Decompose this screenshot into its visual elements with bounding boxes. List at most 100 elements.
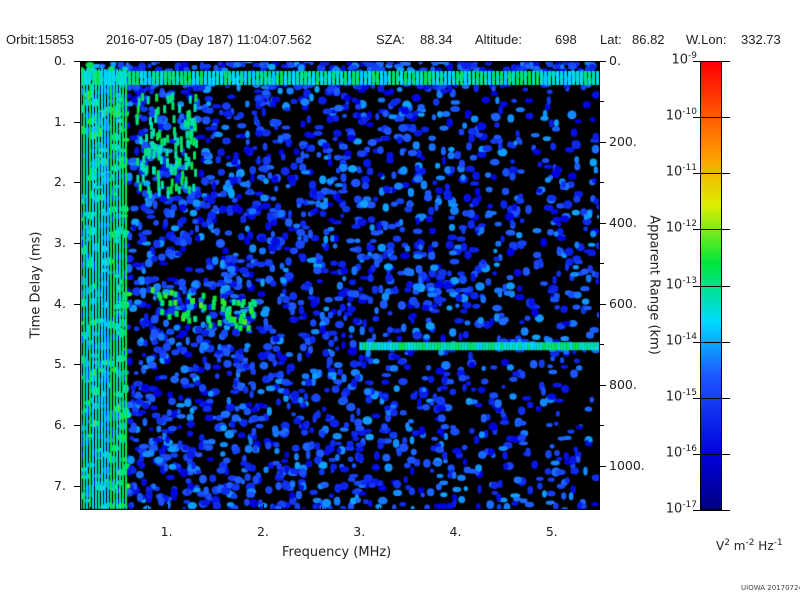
colorbar-tick: [693, 341, 730, 343]
x-minor-tick: [340, 507, 341, 510]
x-minor-tick: [147, 507, 149, 510]
x-minor-tick: [243, 507, 245, 510]
altitude-label: Altitude:: [475, 32, 522, 47]
x-minor-tick: [436, 507, 438, 510]
footer-credit: UIOWA 20170724: [741, 584, 800, 592]
sza-value: 88.34: [420, 32, 453, 47]
tick-base: 10: [665, 501, 683, 517]
x-minor-tick: [359, 507, 361, 510]
tick-base: 10: [665, 108, 683, 124]
x-minor-tick: [224, 507, 226, 510]
colorbar-tick: [693, 61, 730, 62]
y-tick: [74, 364, 80, 366]
x-minor-tick: [378, 507, 380, 510]
y-tick-label: 4.: [54, 295, 66, 311]
x-minor-tick: [494, 507, 496, 510]
x-minor-tick: [301, 507, 303, 510]
colorbar-tick-label: 10-14: [666, 332, 697, 348]
y-axis-label: Time Delay (ms): [28, 231, 44, 339]
colorbar-units: V2 m-2 Hz-1: [716, 538, 783, 553]
x-minor-tick: [590, 507, 592, 510]
y-tick: [74, 243, 80, 245]
y2-tick-label: 200.: [609, 133, 637, 149]
sza-label: SZA:: [376, 32, 405, 47]
y-tick-label: 6.: [54, 417, 66, 433]
y2-axis-label: Apparent Range (km): [646, 215, 662, 355]
x-tick-label: 1.: [160, 524, 173, 539]
x-minor-tick: [89, 507, 91, 510]
colorbar-tick: [693, 173, 730, 175]
y2-tick-label: 0.: [609, 53, 621, 68]
colorbar-tick-label: 10-12: [666, 219, 697, 235]
tick-exp: -13: [682, 275, 697, 286]
y-tick-label: 7.: [54, 477, 66, 493]
y-tick: [74, 425, 80, 427]
colorbar-tick: [693, 510, 730, 511]
colorbar-tick: [693, 117, 730, 119]
tick-exp: -11: [682, 163, 697, 174]
tick-base: 10: [665, 389, 683, 405]
orbit-label: Orbit:15853: [6, 32, 74, 47]
y-tick-label: 0.: [54, 53, 66, 68]
tick-exp: -15: [682, 387, 697, 398]
colorbar-tick-label: 10-17: [666, 500, 697, 516]
y2-tick: [600, 61, 606, 62]
x-minor-tick: [417, 507, 419, 510]
spectrogram-heatmap: [80, 61, 600, 510]
y-tick: [74, 121, 80, 123]
x-minor-tick: [166, 507, 168, 510]
y-tick: [74, 61, 80, 62]
y-tick-label: 5.: [54, 356, 66, 372]
y-tick-label: 1.: [54, 113, 66, 129]
x-minor-tick: [185, 507, 187, 510]
tick-base: 10: [671, 52, 689, 68]
x-minor-tick: [108, 507, 110, 510]
tick-base: 10: [665, 332, 683, 348]
x-tick-label: 5.: [545, 524, 558, 539]
x-minor-tick: [551, 507, 553, 510]
tick-base: 10: [665, 445, 683, 461]
x-minor-tick: [571, 507, 573, 510]
y2-tick: [600, 222, 606, 224]
colorbar-tick-label: 10-16: [666, 444, 697, 460]
y2-minor-tick: [600, 425, 604, 427]
y2-tick: [600, 384, 606, 386]
y-tick-label: 2.: [54, 174, 66, 190]
y-tick: [74, 303, 80, 305]
x-tick-label: 2.: [256, 524, 269, 539]
x-minor-tick: [205, 507, 207, 510]
tick-base: 10: [665, 164, 683, 180]
x-minor-tick: [262, 507, 264, 510]
x-tick-label: 3.: [353, 524, 366, 539]
tick-exp: -16: [682, 443, 697, 454]
colorbar-tick-label: 10-13: [666, 276, 697, 292]
y2-tick-label: 600.: [609, 295, 637, 311]
wlon-value: 332.73: [741, 32, 781, 47]
y2-minor-tick: [600, 344, 604, 346]
x-axis-label: Frequency (MHz): [282, 545, 392, 560]
y2-minor-tick: [600, 263, 604, 265]
lat-value: 86.82: [632, 32, 665, 47]
y2-tick-label: 800.: [609, 376, 637, 392]
colorbar-tick: [693, 397, 730, 399]
y2-tick: [600, 465, 606, 467]
colorbar-tick-label: 10-15: [666, 388, 697, 404]
x-minor-tick: [513, 507, 515, 510]
tick-exp: -17: [682, 500, 697, 510]
datetime-label: 2016-07-05 (Day 187) 11:04:07.562: [106, 32, 312, 47]
x-minor-tick: [532, 507, 534, 510]
y2-tick: [600, 141, 606, 143]
x-tick-label: 4.: [449, 524, 462, 539]
x-minor-tick: [128, 507, 130, 510]
tick-base: 10: [665, 276, 683, 292]
y2-tick-label: 1000.: [609, 457, 645, 473]
x-minor-tick: [397, 507, 399, 510]
y-tick-label: 3.: [54, 235, 66, 251]
altitude-value: 698: [555, 32, 577, 47]
tick-exp: -12: [682, 219, 697, 230]
x-minor-tick: [282, 507, 284, 510]
y-tick: [74, 485, 80, 487]
wlon-label: W.Lon:: [686, 32, 727, 47]
colorbar-tick: [693, 285, 730, 287]
y2-minor-tick: [600, 101, 604, 103]
